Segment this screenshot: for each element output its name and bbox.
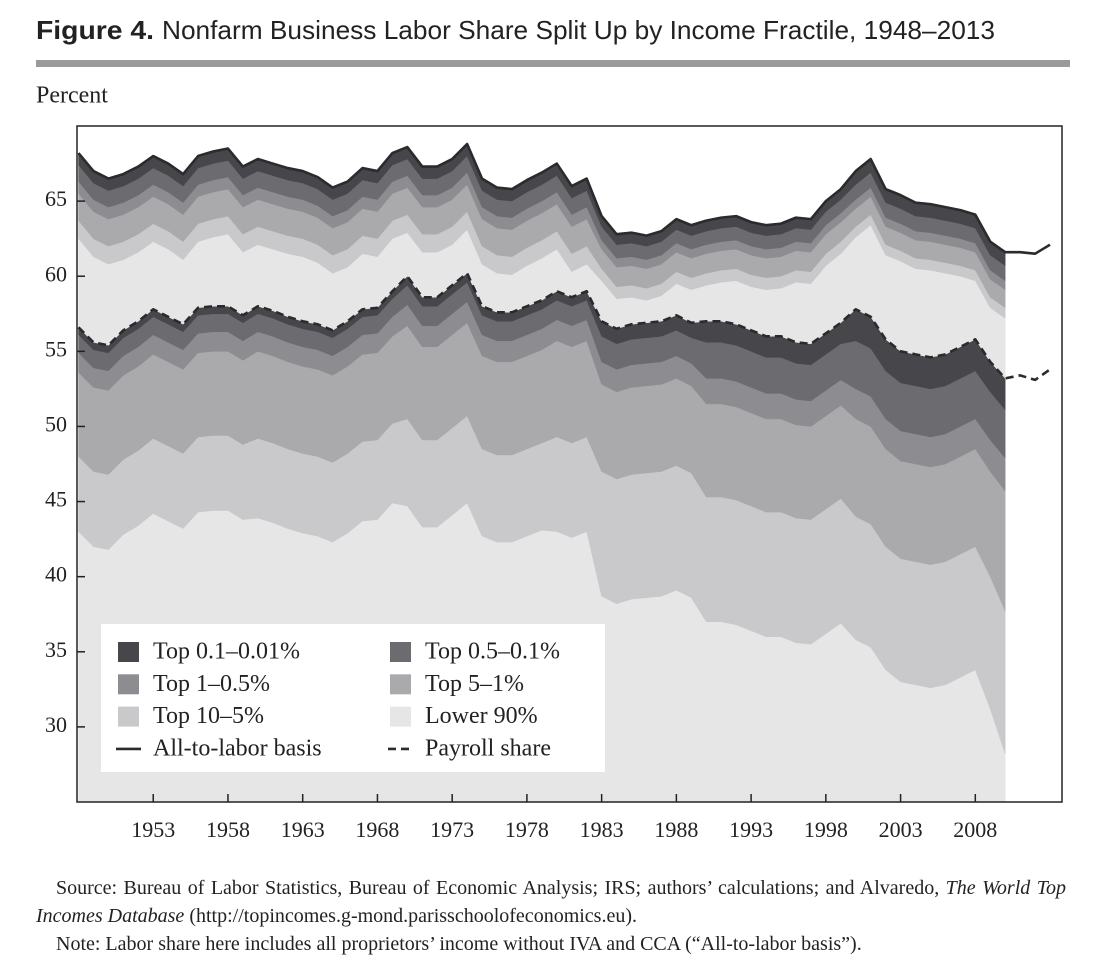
x-tick-label: 1968: [355, 817, 399, 842]
legend-label: Top 5–1%: [425, 671, 524, 697]
figure-label: Figure 4.: [36, 15, 154, 45]
y-tick-label: 40: [45, 562, 67, 587]
legend: Top 0.1–0.01% Top 0.5–0.1% Top 1–0.5% Top 5…: [101, 624, 605, 772]
legend-swatch: [390, 674, 411, 695]
legend-label: All-to-labor basis: [153, 735, 322, 761]
line-series: [77, 142, 1051, 255]
y-tick-label: 55: [45, 336, 67, 361]
x-tick-label: 1963: [281, 817, 325, 842]
x-tick-label: 1973: [430, 817, 474, 842]
source-text: (http://topincomes.g-mond.parisschoolofe…: [184, 905, 637, 927]
source-text: Source: Bureau of Labor Statistics, Bure…: [56, 877, 946, 899]
legend-label: Top 0.5–0.1%: [425, 639, 560, 665]
axes: 30 35 40 45 50 55 60 65 1953 1958 1963 1968 1973 1978…: [45, 125, 1063, 842]
note: Note: Labor share here includes all prop…: [56, 933, 862, 955]
y-tick-label: 45: [45, 487, 67, 512]
legend-label: Lower 90%: [425, 703, 538, 729]
legend-swatch: [390, 642, 411, 662]
legend-label: Top 1–0.5%: [153, 671, 270, 697]
source-italic: The World Top Incomes Database: [36, 877, 1066, 927]
legend-swatch: [118, 706, 139, 727]
y-tick-label: 35: [45, 637, 67, 662]
x-tick-label: 1988: [654, 817, 698, 842]
legend-label: Top 10–5%: [153, 703, 264, 729]
x-tick-label: 1953: [131, 817, 175, 842]
notes: Source: Bureau of Labor Statistics, Bure…: [36, 874, 1066, 958]
x-tick-label: 2008: [953, 817, 997, 842]
legend-label: Payroll share: [425, 735, 551, 761]
y-tick-label: 65: [45, 186, 67, 211]
y-tick-label: 30: [45, 712, 67, 737]
x-tick-label: 1978: [505, 817, 549, 842]
legend-box: [101, 624, 605, 772]
legend-swatch: [118, 642, 139, 662]
x-tick-label: 1993: [729, 817, 773, 842]
chart: Figure 4. Nonfarm Business Labor Share S…: [36, 15, 1070, 842]
x-tick-label: 1998: [804, 817, 848, 842]
title-rule: [36, 60, 1070, 67]
x-tick-label: 2003: [879, 817, 923, 842]
x-tick-label: 1983: [580, 817, 624, 842]
y-axis-label: Percent: [36, 83, 108, 109]
x-tick-label: 1958: [206, 817, 250, 842]
legend-label: Top 0.1–0.01%: [153, 639, 300, 665]
legend-swatch: [390, 706, 411, 727]
y-tick-label: 50: [45, 411, 67, 436]
y-tick-label: 60: [45, 261, 67, 286]
chart-title: Nonfarm Business Labor Share Split Up by…: [162, 15, 995, 45]
lines: [77, 142, 1051, 382]
source-note: Source: Bureau of Labor Statistics, Bure…: [36, 874, 1066, 930]
legend-swatch: [118, 674, 139, 695]
line-series: [77, 271, 1051, 382]
plot-frame: [76, 125, 1063, 803]
